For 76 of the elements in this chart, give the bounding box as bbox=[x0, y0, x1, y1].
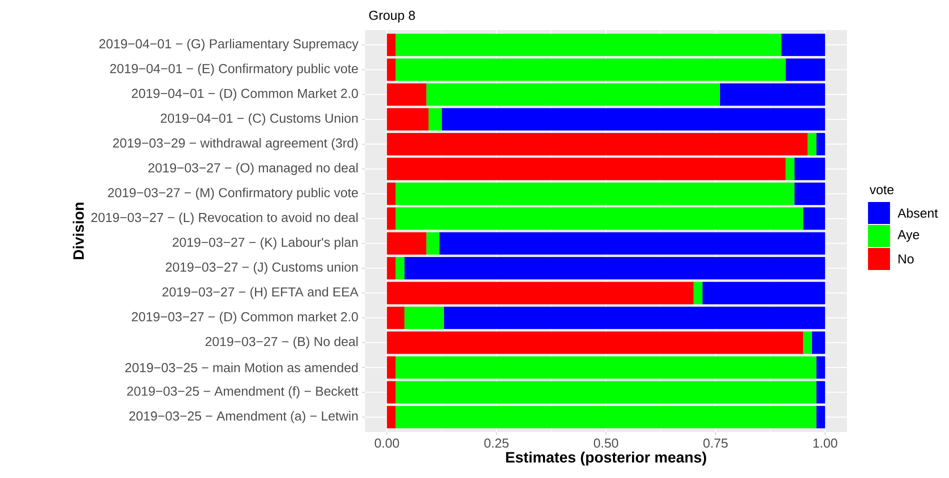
y-tick-label: 2019−03−27 − (H) EFTA and EEA bbox=[162, 286, 358, 300]
legend-label: Absent bbox=[898, 208, 938, 218]
bar bbox=[386, 257, 396, 280]
bar bbox=[386, 356, 396, 379]
bar bbox=[386, 282, 694, 304]
legend-label: Aye bbox=[898, 230, 920, 242]
bar bbox=[386, 332, 804, 354]
y-tick-label: 2019−03−27 − (L) Revocation to avoid no deal bbox=[91, 212, 358, 225]
bar bbox=[404, 257, 826, 280]
bar bbox=[816, 132, 826, 156]
y-tick-label: 2019−04−01 − (D) Common Market 2.0 bbox=[132, 88, 358, 101]
bar bbox=[786, 158, 794, 180]
y-tick-label: 2019−04−01 − (C) Customs Union bbox=[160, 113, 358, 126]
y-tick-label: 2019−03−27 − (K) Labour's plan bbox=[172, 237, 358, 250]
y-tick-label: 2019−03−27 − (O) managed no deal bbox=[148, 162, 358, 176]
legend-title: vote bbox=[870, 186, 894, 194]
bar bbox=[812, 332, 826, 354]
y-tick-label: 2019−04−01 − (G) Parliamentary Supremacy bbox=[99, 38, 358, 51]
bar bbox=[396, 406, 816, 428]
bar bbox=[386, 108, 429, 130]
bar bbox=[386, 83, 426, 106]
legend-label: No bbox=[898, 254, 914, 264]
bar bbox=[720, 83, 826, 106]
bar bbox=[396, 58, 786, 81]
bar bbox=[426, 232, 440, 255]
y-tick-label: 2019−04−01 − (E) Confirmatory public vote bbox=[110, 64, 358, 76]
bar bbox=[781, 34, 826, 56]
y-tick-label: 2019−03−25 − Amendment (a) − Letwin bbox=[129, 411, 358, 424]
y-tick-label: 2019−03−27 − (B) No deal bbox=[206, 336, 358, 349]
x-tick-label: 0.00 bbox=[374, 438, 400, 448]
bar bbox=[386, 132, 808, 156]
x-axis-title: Estimates (posterior means) bbox=[506, 452, 706, 466]
bar bbox=[396, 356, 816, 379]
bar bbox=[386, 34, 396, 56]
y-tick-label: 2019−03−27 − (M) Confirmatory public vote bbox=[108, 188, 358, 200]
bar bbox=[786, 58, 826, 81]
bar bbox=[386, 232, 426, 255]
bar bbox=[808, 132, 816, 156]
y-tick-label: 2019−03−29 − withdrawal agreement (3rd) bbox=[113, 138, 358, 150]
x-tick-label: 1.00 bbox=[813, 438, 838, 448]
bar bbox=[386, 182, 396, 205]
bar bbox=[439, 232, 826, 255]
bar bbox=[386, 207, 396, 230]
bar bbox=[386, 406, 396, 428]
bar bbox=[404, 306, 444, 330]
bar bbox=[386, 58, 396, 81]
bar bbox=[794, 158, 826, 180]
bar bbox=[816, 406, 826, 428]
chart-title: Group 8 bbox=[369, 10, 415, 23]
bar bbox=[396, 34, 782, 56]
bar bbox=[386, 306, 404, 330]
bar bbox=[386, 158, 786, 180]
bar bbox=[702, 282, 826, 304]
bar bbox=[803, 332, 812, 354]
bar bbox=[794, 182, 826, 205]
bar bbox=[816, 381, 826, 404]
y-tick-label: 2019−03−27 − (D) Common market 2.0 bbox=[132, 312, 358, 324]
bar bbox=[396, 257, 404, 280]
bar bbox=[694, 282, 702, 304]
bar bbox=[442, 108, 826, 130]
bar bbox=[386, 381, 396, 404]
bar bbox=[426, 83, 720, 106]
bar bbox=[396, 381, 816, 404]
bar bbox=[803, 207, 826, 230]
y-tick-label: 2019−03−25 − Amendment (f) − Beckett bbox=[127, 386, 358, 398]
y-axis-title: Division bbox=[72, 202, 84, 260]
y-tick-label: 2019−03−27 − (J) Customs union bbox=[166, 262, 358, 274]
y-tick-label: 2019−03−25 − main Motion as amended bbox=[125, 362, 358, 372]
x-tick-label: 0.75 bbox=[703, 438, 728, 448]
x-tick-label: 0.25 bbox=[484, 438, 509, 448]
bar bbox=[428, 108, 442, 130]
bar bbox=[816, 356, 826, 379]
bar bbox=[396, 207, 804, 230]
bar bbox=[396, 182, 794, 205]
x-tick-label: 0.50 bbox=[594, 438, 618, 448]
bar bbox=[444, 306, 826, 330]
